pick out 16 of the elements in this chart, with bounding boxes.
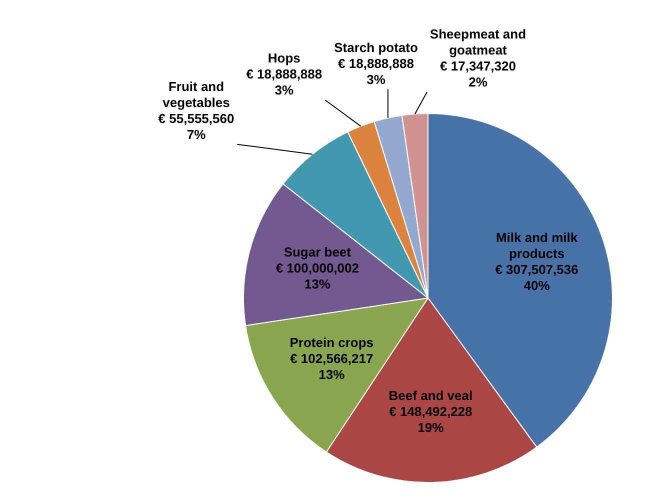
data-label: € 102,566,217 13% xyxy=(290,351,374,382)
data-label: € 100,000,002 13% xyxy=(276,260,359,292)
slice-label: Sugar beet xyxy=(284,244,352,260)
slice-label: Beef and veal xyxy=(388,388,473,403)
data-label: € 18,888,888 3% xyxy=(246,66,322,98)
data-label: € 55,555,560 7% xyxy=(158,110,234,142)
slice-label: Milk and milk products xyxy=(496,230,578,262)
data-label: € 18,888,888 3% xyxy=(338,56,414,87)
data-label: € 17,347,320 2% xyxy=(440,58,516,90)
slice-label: Protein crops xyxy=(290,335,374,350)
slice-label: Starch potato xyxy=(334,40,418,55)
slice-label: Hops xyxy=(268,50,300,66)
data-label: € 307,507,536 40% xyxy=(495,262,578,294)
data-label: € 148,492,228 19% xyxy=(389,404,472,435)
slice-label: Sheepmeat and goatmeat xyxy=(430,26,526,58)
slice-label: Fruit and vegetables xyxy=(162,78,230,110)
